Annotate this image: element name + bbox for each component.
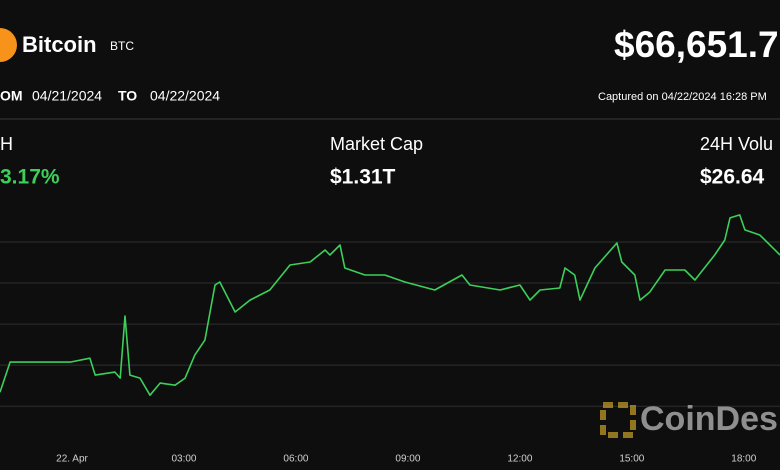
captured: Captured on 04/22/2024 16:28 PM <box>598 91 767 103</box>
stat-value: 3.17% <box>0 166 60 189</box>
to-date: 04/22/2024 <box>150 88 220 104</box>
bitcoin-logo <box>0 28 17 62</box>
chart: 22. Apr 03:00 06:00 09:00 12:00 15:00 18:00 <box>0 214 780 465</box>
stat-value: $26.64 <box>700 166 765 189</box>
x-tick-label: 22. Apr <box>56 454 88 465</box>
x-tick-label: 12:00 <box>507 454 532 465</box>
x-tick-label: 18:00 <box>731 454 756 465</box>
stat-label: 24H Volu <box>700 134 773 154</box>
stat-label: H <box>0 134 13 154</box>
x-tick-label: 06:00 <box>283 454 308 465</box>
stat-label: Market Cap <box>330 134 423 154</box>
x-tick-label: 03:00 <box>171 454 196 465</box>
x-tick-label: 15:00 <box>619 454 644 465</box>
from-date: 04/21/2024 <box>32 88 102 104</box>
watermark: CoinDes <box>640 400 778 438</box>
watermark-icon <box>600 402 636 438</box>
to-label: TO <box>118 88 137 104</box>
stat-value: $1.31T <box>330 166 396 189</box>
from-label: OM <box>0 88 23 104</box>
watermark-logo <box>600 402 636 438</box>
price: $66,651.7 <box>614 24 779 65</box>
coin-symbol: BTC <box>110 39 134 53</box>
price-line <box>0 214 780 396</box>
x-tick-label: 09:00 <box>395 454 420 465</box>
coin-name: Bitcoin <box>22 32 97 57</box>
